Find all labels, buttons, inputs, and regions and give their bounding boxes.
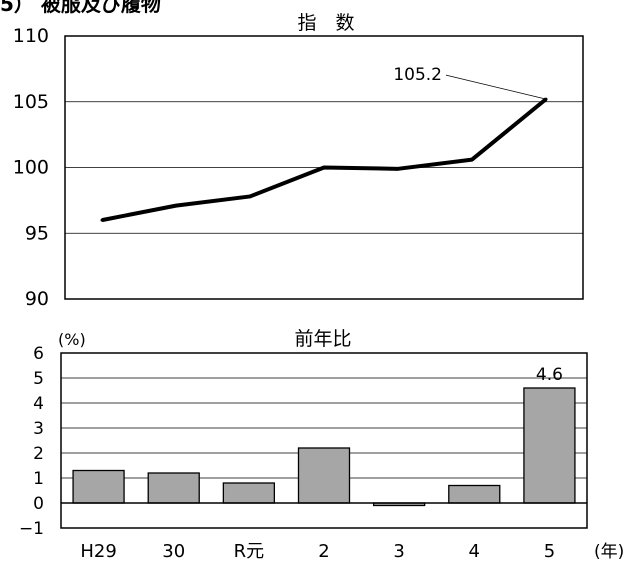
ratio-plot-frame <box>60 352 588 529</box>
index-y-tick-labels: 90 95 100 105 110 <box>13 25 49 310</box>
ratio-bar <box>147 472 200 504</box>
index-data-point <box>174 204 178 208</box>
index-chart-title: 指 数 <box>297 12 354 34</box>
x-tick-label: 3 <box>393 541 404 562</box>
ratio-bar <box>448 484 501 504</box>
index-y-tick-label: 110 <box>13 25 49 47</box>
section-heading: 5） 被服及び履物 <box>0 0 161 16</box>
x-tick-label: 4 <box>469 541 480 562</box>
ratio-bar <box>222 482 276 504</box>
ratio-y-tick-label: 1 <box>33 469 44 489</box>
ratio-y-tick-label: 2 <box>33 444 44 464</box>
index-data-point <box>470 158 474 162</box>
ratio-annotation-label: 4.6 <box>536 365 563 385</box>
index-annotation-label: 105.2 <box>393 65 442 85</box>
x-tick-label: 2 <box>318 541 329 562</box>
ratio-y-tick-label: 0 <box>33 494 44 514</box>
ratio-bar <box>523 387 576 504</box>
ratio-y-tick-label: 3 <box>33 419 44 439</box>
index-y-tick-label: 100 <box>13 157 49 179</box>
index-data-point <box>396 167 400 171</box>
ratio-chart-title: 前年比 <box>294 328 351 350</box>
ratio-bars <box>72 387 576 507</box>
ratio-y-tick-label: 5 <box>33 369 44 389</box>
index-data-point <box>248 194 252 198</box>
ratio-y-tick-label: 4 <box>33 394 44 414</box>
x-axis-unit: (年) <box>594 542 624 562</box>
ratio-y-tick-labels: −1 0 1 2 3 4 5 6 <box>19 344 44 539</box>
index-y-tick-label: 90 <box>25 288 49 310</box>
index-data-point <box>322 166 326 169</box>
index-series-line <box>101 97 548 223</box>
x-tick-label: H29 <box>80 541 116 562</box>
x-tick-label: R元 <box>234 541 265 562</box>
x-tick-labels: H29 30 R元 2 3 4 5 <box>80 541 555 562</box>
index-series <box>100 97 548 223</box>
x-tick-label: 30 <box>162 541 185 562</box>
index-annotation-leader <box>445 74 547 100</box>
index-y-tick-label: 105 <box>13 91 49 113</box>
ratio-bar <box>297 447 351 504</box>
ratio-y-tick-label: 6 <box>33 344 44 364</box>
x-tick-label: 5 <box>544 541 555 562</box>
ratio-bar <box>72 469 125 504</box>
ratio-y-tick-label: −1 <box>19 519 44 539</box>
index-y-tick-label: 95 <box>25 222 49 244</box>
ratio-y-axis-unit: (%) <box>58 330 86 349</box>
index-plot-frame <box>64 35 584 300</box>
index-data-point <box>100 218 104 222</box>
